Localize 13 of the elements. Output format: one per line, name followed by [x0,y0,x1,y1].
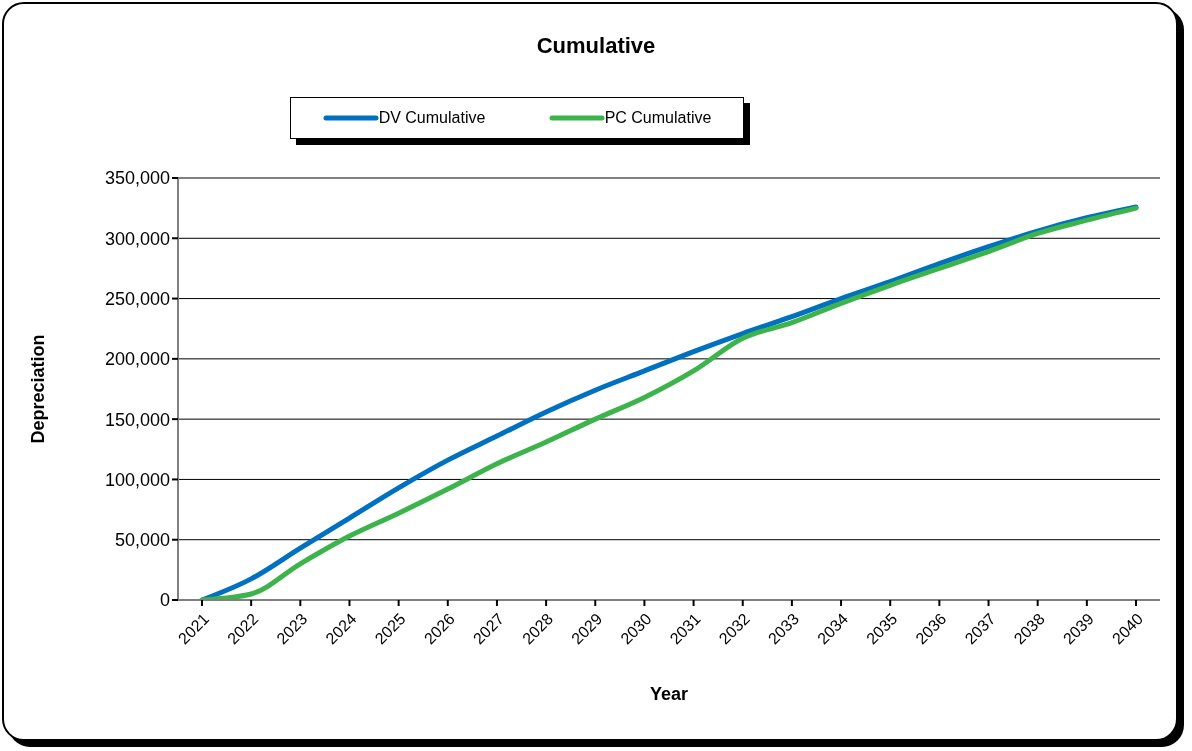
legend-label: PC Cumulative [604,109,712,127]
y-tick-label: 100,000 [104,469,170,490]
y-tick-label: 300,000 [104,228,170,249]
y-tick-label: 0 [159,590,170,611]
y-tick-label: 250,000 [104,288,170,309]
legend-label: DV Cumulative [378,109,486,127]
y-tick-label: 350,000 [104,168,170,189]
y-tick-label: 200,000 [104,349,170,370]
y-tick-label: 50,000 [114,530,170,551]
y-axis-title: Depreciation [28,334,49,444]
y-tick-label: 150,000 [104,409,170,430]
x-axis-title: Year [649,684,689,704]
chart-title: Cumulative [535,33,657,59]
